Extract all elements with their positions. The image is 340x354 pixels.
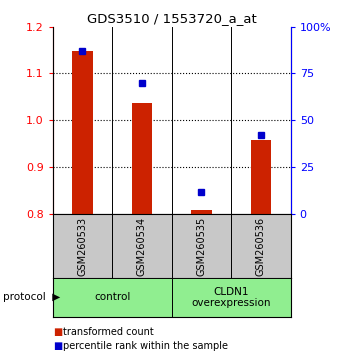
- Bar: [72, 51, 93, 214]
- FancyBboxPatch shape: [172, 214, 231, 278]
- Text: percentile rank within the sample: percentile rank within the sample: [63, 341, 228, 351]
- Text: GSM260535: GSM260535: [197, 216, 206, 276]
- Text: transformed count: transformed count: [63, 327, 154, 337]
- FancyBboxPatch shape: [231, 214, 291, 278]
- Text: GSM260534: GSM260534: [137, 216, 147, 276]
- FancyBboxPatch shape: [112, 214, 172, 278]
- Bar: [132, 103, 152, 214]
- Text: ■: ■: [53, 341, 62, 351]
- FancyBboxPatch shape: [53, 278, 172, 317]
- Text: GSM260536: GSM260536: [256, 216, 266, 276]
- Bar: [251, 140, 271, 214]
- Text: GSM260533: GSM260533: [78, 216, 87, 276]
- Text: protocol  ▶: protocol ▶: [3, 292, 61, 302]
- FancyBboxPatch shape: [172, 278, 291, 317]
- Title: GDS3510 / 1553720_a_at: GDS3510 / 1553720_a_at: [87, 12, 257, 25]
- Text: ■: ■: [53, 327, 62, 337]
- Text: control: control: [94, 292, 130, 302]
- FancyBboxPatch shape: [53, 214, 112, 278]
- Bar: [191, 210, 212, 214]
- Text: CLDN1
overexpression: CLDN1 overexpression: [191, 286, 271, 308]
